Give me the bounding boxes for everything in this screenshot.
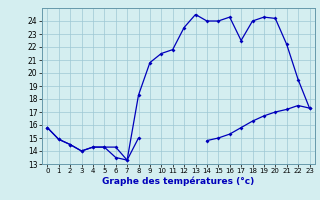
X-axis label: Graphe des températures (°c): Graphe des températures (°c) [102,177,254,186]
